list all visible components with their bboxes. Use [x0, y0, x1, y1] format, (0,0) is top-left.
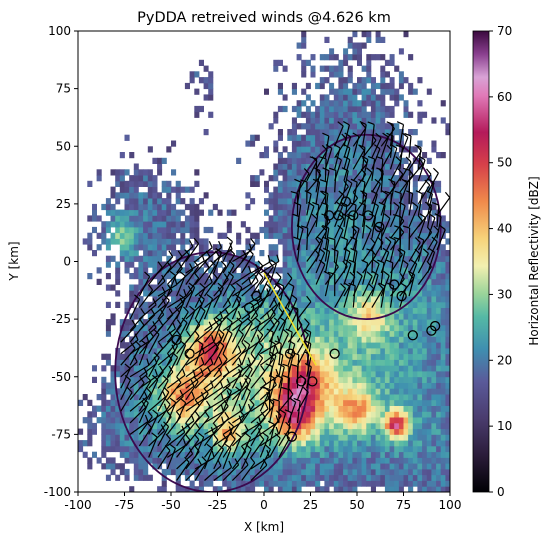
y-tick-label: -50 [51, 370, 71, 384]
calm-marker [171, 334, 182, 346]
colorbar-gradient [472, 30, 490, 493]
colorbar-tick-label: 0 [497, 485, 505, 499]
colorbar-tick-label: 30 [497, 287, 512, 301]
calm-marker [251, 290, 262, 302]
calm-marker [407, 330, 418, 341]
chart-title: PyDDA retreived winds @4.626 km [137, 10, 391, 26]
y-tick-label: 100 [48, 24, 71, 38]
y-tick-label: -25 [51, 312, 71, 326]
x-tick-label: 25 [303, 498, 318, 512]
colorbar-ticks: 0 10 20 30 40 50 60 70 [489, 24, 512, 499]
reflectivity-field [78, 31, 450, 492]
colorbar-tick-label: 50 [497, 156, 512, 170]
colorbar: 0 10 20 30 40 50 60 70 Horizontal Reflectivity … [472, 24, 541, 499]
wind-barbs [120, 120, 450, 481]
calm-marker [184, 348, 195, 359]
calm-marker [286, 431, 298, 442]
calm-marker [429, 320, 441, 332]
lobe-circle [290, 133, 442, 321]
y-tick-label: -75 [51, 427, 71, 441]
calm-marker [323, 210, 335, 221]
x-tick-label: 0 [260, 498, 268, 512]
x-axis: -100 -75 -50 -25 0 25 50 75 100 [64, 492, 461, 512]
x-tick-label: 100 [439, 498, 462, 512]
x-tick-label: 50 [349, 498, 364, 512]
calm-marker [340, 196, 351, 207]
x-tick-label: -75 [115, 498, 135, 512]
x-axis-label: X [km] [244, 520, 284, 534]
calm-marker [329, 348, 340, 359]
y-tick-label: 75 [56, 82, 71, 96]
calm-marker [374, 221, 385, 233]
colorbar-tick-label: 10 [497, 419, 512, 433]
y-axis: -100 -75 -50 -25 0 25 50 75 100 [44, 24, 78, 499]
calm-marker [348, 210, 359, 221]
calm-marker [284, 348, 296, 359]
colorbar-tick-label: 40 [497, 222, 512, 236]
calm-marker [296, 376, 307, 387]
colorbar-tick-label: 60 [497, 90, 512, 104]
x-tick-label: 75 [396, 498, 411, 512]
calm-marker [363, 210, 374, 221]
y-tick-label: 50 [56, 139, 71, 153]
calm-marker [396, 290, 407, 302]
y-axis-label: Y [km] [7, 241, 21, 281]
x-tick-label: -50 [161, 498, 181, 512]
colorbar-tick-label: 70 [497, 24, 512, 38]
colorbar-tick-label: 20 [497, 353, 512, 367]
plot-area [77, 30, 451, 493]
y-tick-label: 25 [56, 197, 71, 211]
calm-wind-markers [171, 196, 441, 442]
calm-marker [243, 302, 255, 313]
y-tick-label: -100 [44, 485, 71, 499]
colorbar-label: Horizontal Reflectivity [dBZ] [527, 176, 541, 345]
lobe-circle [114, 251, 310, 492]
radar-baseline [263, 272, 317, 366]
calm-marker [389, 279, 400, 290]
dual-doppler-lobes [114, 133, 442, 492]
x-tick-label: -100 [64, 498, 91, 512]
calm-marker [307, 376, 318, 387]
y-tick-label: 0 [63, 255, 71, 269]
x-tick-label: -25 [208, 498, 228, 512]
